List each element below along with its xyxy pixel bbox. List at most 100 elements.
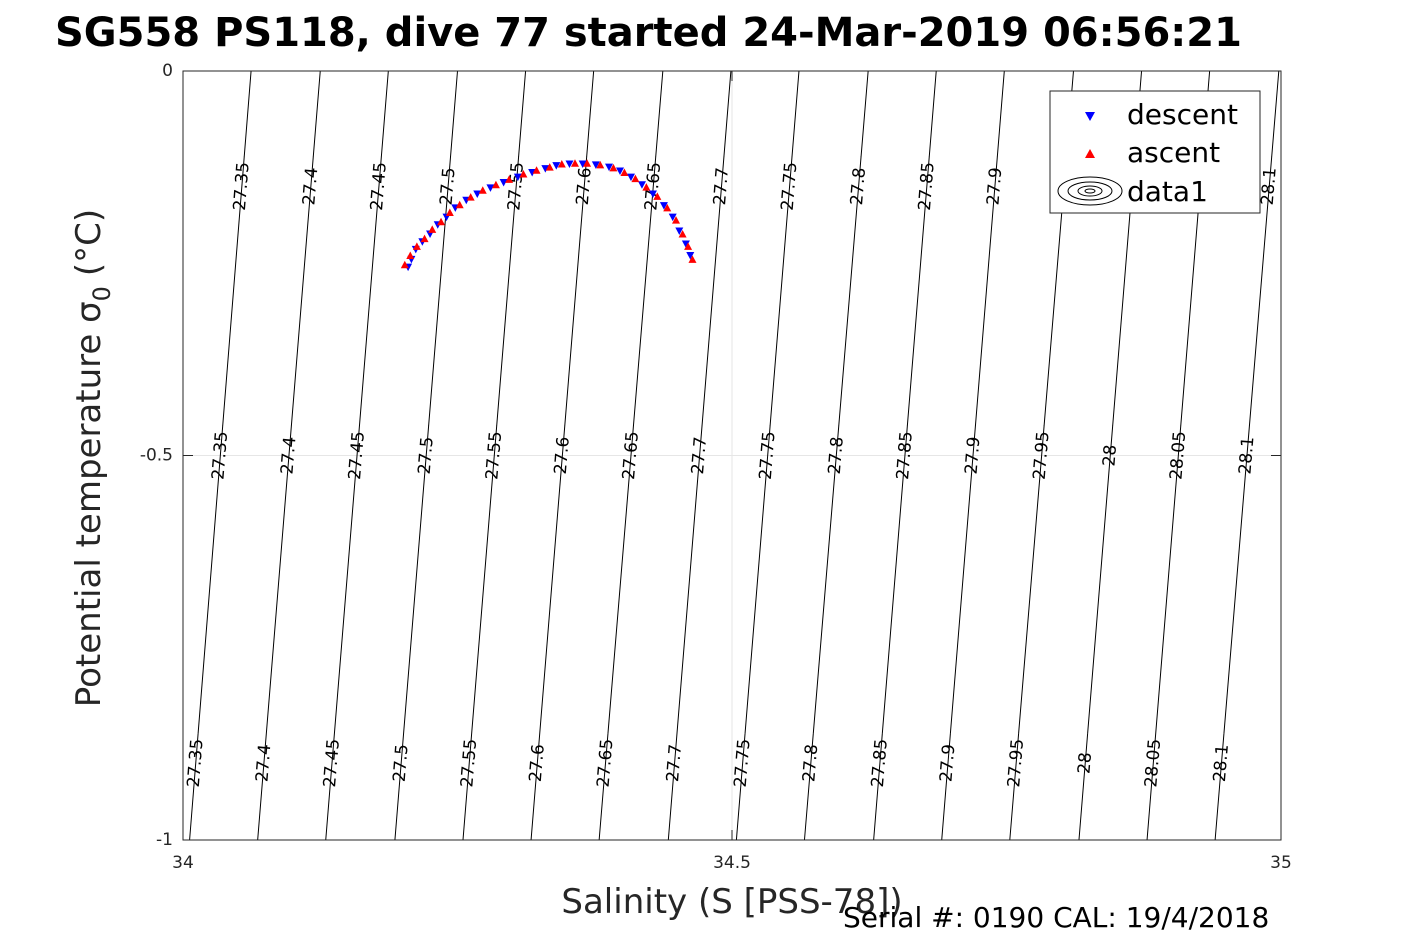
descent-point [681,240,690,249]
isopycnal-labels: 27.35 27.35 27.35 27.4 27.4 27.4 27.45 27.45 27.… [184,161,1281,788]
isopycnal-line [941,70,1005,841]
isopycnal-label: 27.8 [847,167,870,206]
isopycnal-label: 27.8 [799,743,822,782]
ascent-point [642,183,651,191]
descent-point [552,162,561,170]
isopycnal-label: 28.05 [1166,430,1190,480]
y-axis-ticks: 0 -0.5 -1 [140,61,1281,850]
descent-point [637,181,646,189]
legend-descent-marker [1085,112,1095,121]
x-tick-label: 35 [1270,853,1292,873]
y-tick-label: 0 [162,61,173,81]
ascent-point [557,160,566,168]
isopycnal-label: 27.95 [1030,430,1054,480]
isopycnal-label: 27.5 [415,436,438,475]
x-axis-label: Salinity (S [PSS-78]) [561,882,902,922]
x-tick-label: 34.5 [713,853,751,873]
descent-point [659,202,668,210]
descent-point [675,227,684,235]
isopycnal-label: 27.7 [710,167,733,206]
ascent-point [445,208,454,216]
isopycnal-label: 27.95 [1004,738,1028,788]
descent-point [616,167,625,175]
descent-point [591,161,600,169]
isopycnal-label: 27.5 [390,743,413,782]
isopycnal-line [667,70,732,841]
isopycnal-line [598,70,664,841]
chart-title: SG558 PS118, dive 77 started 24-Mar-2019… [55,10,1242,56]
descent-point [473,190,482,199]
isopycnal-label: 27.35 [184,738,208,788]
descent-point [668,213,677,222]
ascent-point [583,159,592,167]
isopycnal-label: 27.75 [778,161,802,211]
isopycnal-label: 27.35 [208,430,232,480]
isopycnal-label: 27.45 [345,430,369,480]
data-points [400,159,697,272]
isopycnal-label: 27.9 [936,743,959,782]
isopycnal-label: 28.05 [1141,738,1165,788]
isopycnal-label: 27.65 [594,738,618,788]
ascent-point [672,216,681,224]
legend-descent-label: descent [1127,98,1238,131]
descent-point [686,252,695,260]
isopycnal-label: 27.75 [731,738,755,788]
descent-point [486,184,495,192]
y-axis-label-main: Potential temperature σ [69,301,109,707]
isopycnal-label: 27.6 [551,436,574,475]
ascent-point [688,255,697,263]
isopycnal-label: 27.85 [915,161,939,211]
ascent-point [478,186,487,194]
isopycnal-label: 27.4 [277,436,300,475]
x-axis-ticks: 34 34.5 35 [172,71,1292,873]
y-axis-label: Potential temperature σ0 (°C) [69,209,116,707]
ascent-point [532,166,541,174]
serial-cal-footer: Serial #: 0190 CAL: 19/4/2018 [843,901,1269,934]
isopycnal-label: 27.7 [688,436,711,475]
descent-point [513,173,522,182]
isopycnal-label: 28.1 [1258,167,1281,206]
ascent-point [545,163,554,171]
ascent-point [678,230,687,238]
isopycnal-label: 28.1 [1210,743,1233,782]
isopycnal-line [1146,70,1211,841]
isopycnal-label: 27.85 [893,430,917,480]
isopycnal-line [530,70,595,841]
isopycnal-label: 27.9 [983,167,1006,206]
isopycnal-label: 27.85 [868,738,892,788]
descent-point [565,160,574,169]
isopycnal-line [1009,70,1074,841]
descent-point [626,173,635,182]
descent-point [499,179,508,187]
ascent-point [428,225,437,233]
descent-point [541,165,550,173]
isopycnal-line [189,70,252,841]
legend-data1-label: data1 [1127,175,1208,208]
isopycnal-label: 27.4 [252,743,275,782]
isopycnal-label: 28 [1099,444,1121,467]
isopycnal-lines [189,70,1280,841]
descent-point [605,163,614,172]
x-tick-label: 34 [172,853,194,873]
ascent-point [596,160,605,169]
isopycnal-line [803,70,869,841]
descent-point [648,190,657,199]
y-axis-label-unit: (°C) [69,209,109,276]
isopycnal-label: 27.55 [482,430,506,480]
ascent-point [437,217,446,226]
y-axis-label-group: Potential temperature σ0 (°C) [69,209,116,707]
ascent-point [653,192,662,200]
isopycnal-label: 27.35 [230,161,254,211]
isopycnal-label: 27.4 [299,167,322,206]
isopycnal-line [1078,70,1143,841]
legend-ascent-marker [1085,149,1095,158]
ascent-point [570,159,579,167]
legend-contour-icon [1057,176,1123,206]
isopycnal-line [462,70,527,841]
descent-point [578,160,587,169]
isopycnal-line [873,70,937,841]
isopycnal-label: 27.8 [825,436,848,475]
isopycnal-line [325,70,389,841]
isopycnal-label: 27.6 [526,743,549,782]
